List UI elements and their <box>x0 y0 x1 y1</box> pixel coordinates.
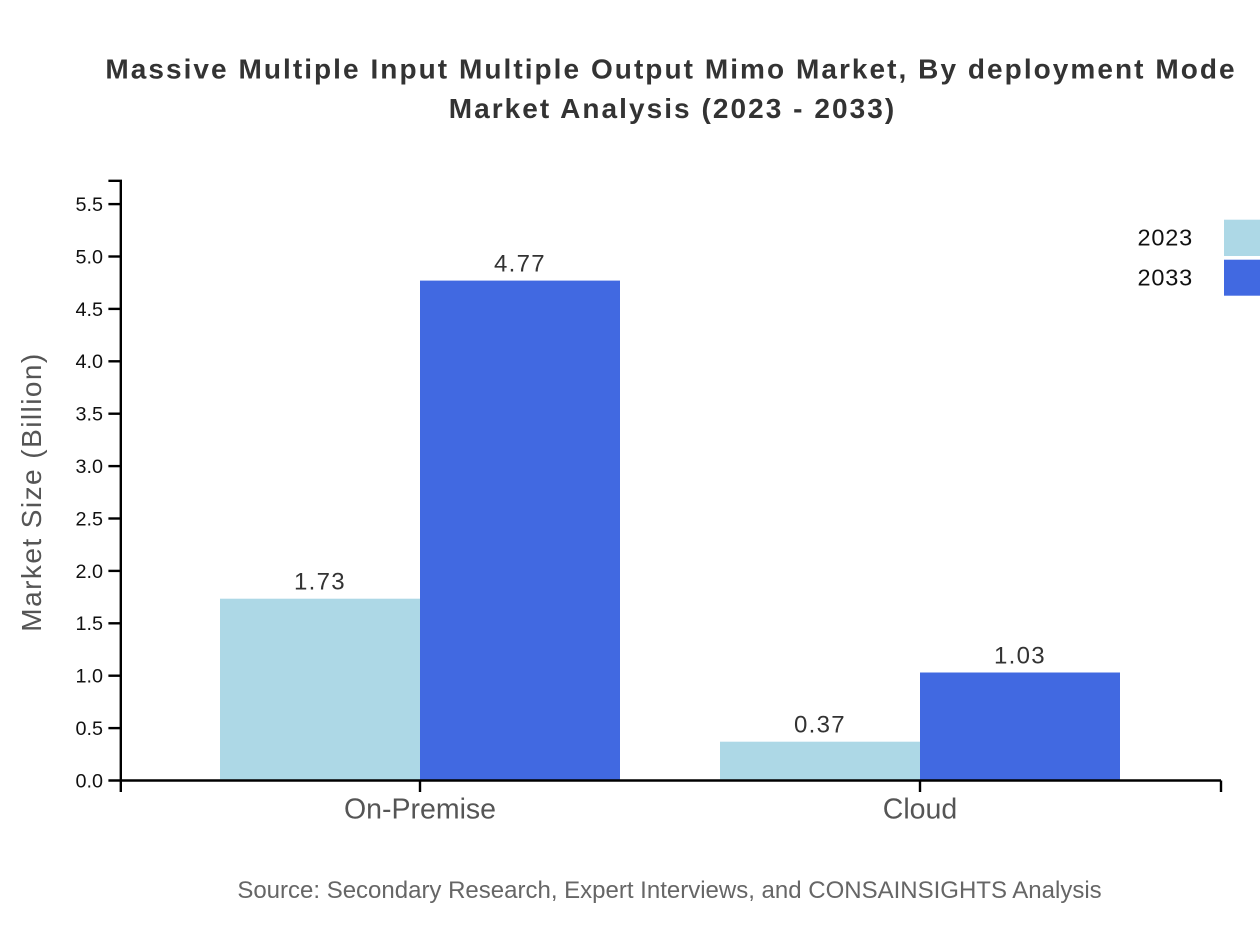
svg-text:3.0: 3.0 <box>76 456 104 478</box>
svg-text:4.77: 4.77 <box>494 251 546 278</box>
svg-text:1.03: 1.03 <box>994 643 1046 670</box>
svg-text:0.37: 0.37 <box>794 712 846 739</box>
svg-text:Market Size (Billion): Market Size (Billion) <box>16 352 47 631</box>
svg-text:4.5: 4.5 <box>76 299 104 321</box>
svg-text:2033: 2033 <box>1138 265 1193 291</box>
svg-text:1.0: 1.0 <box>76 666 104 688</box>
svg-text:Market Analysis (2023 - 2033): Market Analysis (2023 - 2033) <box>449 93 897 124</box>
svg-text:0.5: 0.5 <box>76 718 104 740</box>
svg-text:5.5: 5.5 <box>76 194 104 216</box>
svg-text:Cloud: Cloud <box>883 793 957 825</box>
svg-text:On-Premise: On-Premise <box>344 793 496 825</box>
svg-text:3.5: 3.5 <box>76 404 104 426</box>
svg-text:2023: 2023 <box>1138 225 1193 251</box>
svg-text:4.0: 4.0 <box>76 351 104 373</box>
svg-text:1.73: 1.73 <box>294 569 346 596</box>
svg-text:2.0: 2.0 <box>76 561 104 583</box>
svg-text:1.5: 1.5 <box>76 613 104 635</box>
svg-text:Massive Multiple Input Multipl: Massive Multiple Input Multiple Output M… <box>105 54 1236 85</box>
svg-text:5.0: 5.0 <box>76 246 104 268</box>
svg-text:2.5: 2.5 <box>76 508 104 530</box>
svg-text:Source: Secondary Research, Ex: Source: Secondary Research, Expert Inter… <box>237 877 1101 904</box>
svg-text:0.0: 0.0 <box>76 770 104 792</box>
